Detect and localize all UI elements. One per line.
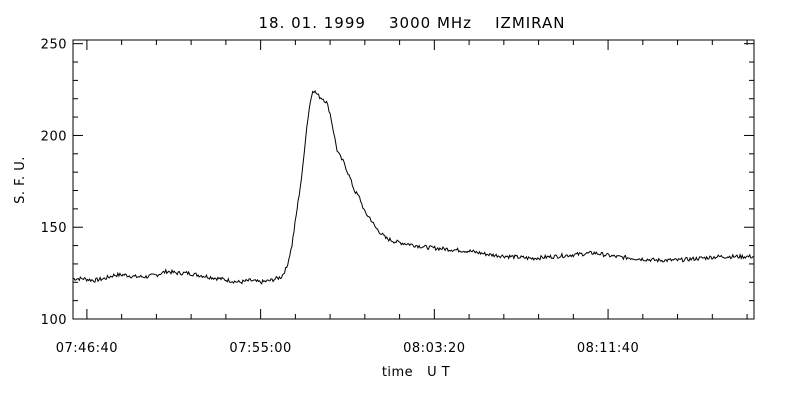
y-tick-label: 150 — [41, 221, 67, 236]
chart-title: 18. 01. 1999 3000 MHz IZMIRAN — [259, 14, 566, 32]
series-line — [72, 90, 754, 285]
y-axis-label: S. F. U. — [13, 156, 28, 204]
y-axis: 100 150 200 250 — [41, 38, 754, 328]
y-tick-label: 250 — [41, 38, 67, 53]
x-tick-label: 08:03:20 — [403, 341, 465, 356]
x-axis: 07:46:40 07:55:00 08:03:20 08:11:40 — [56, 40, 748, 356]
x-tick-label: 08:11:40 — [577, 341, 639, 356]
plot-frame — [72, 39, 755, 320]
y-tick-label: 100 — [41, 313, 67, 328]
x-tick-label: 07:55:00 — [229, 341, 291, 356]
x-axis-label: time U T — [382, 365, 450, 380]
x-tick-label: 07:46:40 — [56, 341, 118, 356]
y-tick-label: 200 — [41, 129, 67, 144]
